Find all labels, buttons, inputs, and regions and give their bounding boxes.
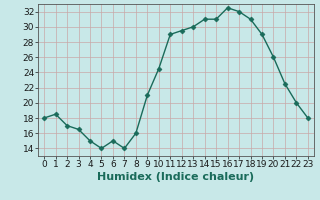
X-axis label: Humidex (Indice chaleur): Humidex (Indice chaleur) <box>97 172 255 182</box>
